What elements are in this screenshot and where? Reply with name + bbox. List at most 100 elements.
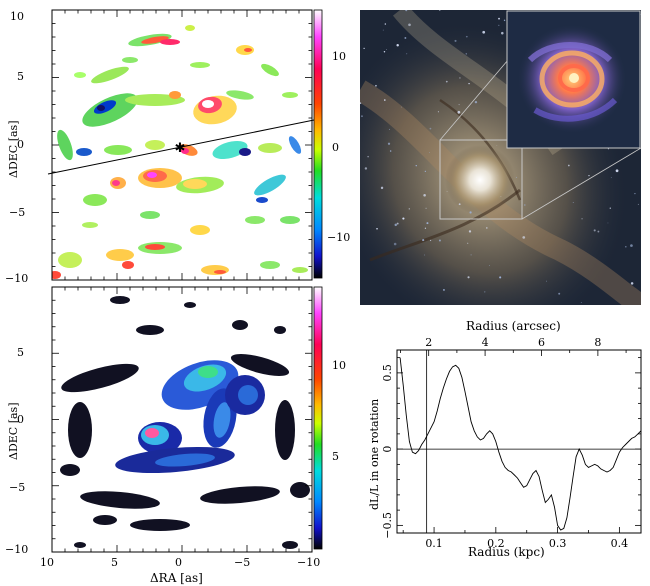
top-x-tick-label: 8	[594, 336, 601, 349]
top-colorbar-tick: 0	[332, 141, 339, 154]
map-region	[57, 129, 73, 161]
map-region	[93, 515, 117, 525]
map-region	[147, 172, 157, 178]
star-dot	[429, 152, 431, 153]
star-dot	[424, 227, 427, 229]
zoom-connector	[439, 59, 509, 141]
star-dot	[438, 239, 441, 242]
star-dot	[445, 80, 448, 83]
star-dot	[615, 169, 619, 173]
star-dot	[376, 227, 378, 230]
star-dot	[522, 236, 526, 239]
profile-series-line	[399, 357, 642, 531]
y-tick-label: 0.5	[381, 364, 394, 382]
star-dot	[609, 207, 611, 209]
map-region	[97, 105, 105, 111]
map-region	[155, 453, 215, 467]
star-dot	[630, 244, 633, 247]
map-region	[244, 48, 252, 52]
bottom-xtick-label: 10	[40, 556, 54, 569]
profile-top-xlabel: Radius (arcsec)	[466, 319, 561, 333]
map-region	[160, 39, 180, 45]
map-region	[212, 140, 248, 160]
star-dot	[437, 111, 439, 113]
top-ytick-label: −10	[5, 272, 28, 285]
star-dot	[404, 37, 407, 39]
star-dot	[488, 264, 490, 266]
map-region	[190, 225, 210, 235]
top-velocity-map: ✱ 10 5 0 −5 −10 ΔDEC [as] 10 0 −10	[5, 9, 350, 285]
map-region	[60, 464, 80, 476]
map-region	[181, 148, 189, 154]
star-dot	[458, 104, 460, 106]
bottom-ytick-label: 5	[17, 346, 24, 359]
map-region	[290, 482, 310, 498]
bottom-ytick-label: −10	[5, 543, 28, 556]
star-dot	[396, 43, 399, 47]
top-ytick-label: 10	[10, 10, 24, 23]
star-dot	[364, 167, 368, 170]
bottom-xlabel: ΔRA [as]	[150, 571, 203, 585]
map-region	[226, 90, 254, 100]
star-dot	[610, 177, 612, 179]
star-dot	[363, 47, 365, 50]
star-dot	[637, 203, 639, 205]
star-dot	[384, 23, 387, 25]
star-dot	[607, 148, 609, 150]
star-dot	[457, 110, 461, 114]
nucleus-star-icon: ✱	[175, 141, 186, 156]
star-dot	[634, 193, 636, 195]
star-dot	[470, 254, 472, 256]
star-dot	[375, 84, 377, 87]
map-region	[122, 261, 134, 269]
map-region	[80, 491, 160, 509]
map-region	[185, 25, 195, 31]
map-region	[106, 249, 134, 261]
star-dot	[630, 282, 634, 285]
top-ytick-label: 5	[17, 70, 24, 83]
profile-frame	[396, 349, 642, 534]
star-dot	[484, 291, 486, 293]
star-dot	[459, 77, 461, 79]
bottom-xtick-label: −5	[234, 556, 250, 569]
map-region	[280, 216, 300, 224]
map-region	[74, 542, 86, 548]
bottom-intensity-map: 5 0 −5 −10 ΔDEC [as] 10 5 0 −5 −10 ΔRA […	[5, 286, 346, 585]
star-dot	[382, 29, 384, 31]
map-region	[190, 62, 210, 68]
star-dot	[467, 276, 470, 279]
bottom-ytick-label: 0	[17, 413, 24, 426]
y-tick-label: 0	[381, 446, 394, 453]
star-dot	[384, 99, 386, 101]
star-dot	[408, 208, 410, 210]
star-dot	[423, 193, 426, 197]
map-region	[275, 400, 295, 460]
bottom-ylabel: ΔDEC [as]	[7, 403, 20, 461]
map-region	[245, 216, 265, 224]
map-region	[213, 402, 231, 438]
map-region	[141, 36, 169, 44]
bottom-colorbar-tick: 5	[332, 450, 339, 463]
map-region	[214, 270, 226, 274]
star-dot	[396, 222, 399, 225]
star-dot	[393, 242, 397, 246]
star-dot	[467, 242, 469, 244]
star-dot	[405, 10, 408, 12]
star-dot	[408, 23, 411, 27]
x-tick-label: 0.2	[487, 537, 505, 550]
star-dot	[597, 230, 600, 233]
map-region	[282, 92, 298, 98]
top-x-tick-label: 4	[482, 336, 489, 349]
map-region	[74, 72, 86, 78]
bottom-ytick-label: −5	[9, 481, 25, 494]
map-region	[130, 519, 190, 531]
star-dot	[486, 227, 488, 229]
map-region	[198, 366, 218, 378]
star-dot	[424, 170, 427, 173]
x-tick-label: 0.3	[549, 537, 567, 550]
x-tick-label: 0.1	[425, 537, 443, 550]
map-region	[184, 302, 196, 308]
map-region	[238, 385, 258, 405]
map-region	[260, 261, 280, 269]
star-dot	[387, 142, 391, 145]
